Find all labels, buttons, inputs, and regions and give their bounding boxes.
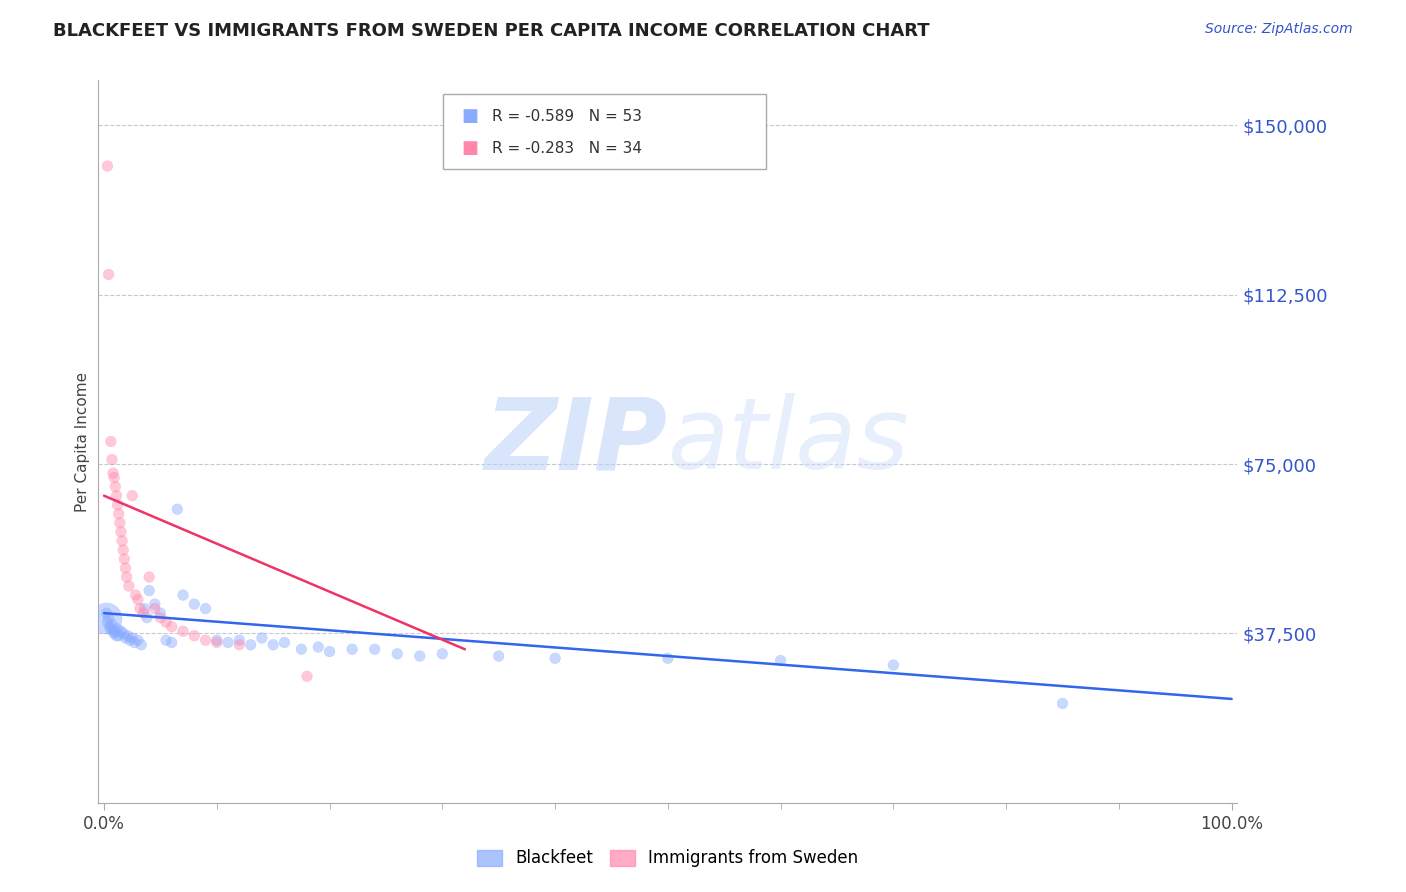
Point — [172, 624, 194, 639]
Point — [1052, 697, 1074, 711]
Point — [138, 570, 160, 584]
Point — [262, 638, 284, 652]
Point — [96, 610, 118, 624]
Point — [657, 651, 679, 665]
Point — [307, 640, 329, 654]
Point — [882, 658, 904, 673]
Point — [166, 502, 188, 516]
Point — [769, 654, 792, 668]
Point — [112, 626, 135, 640]
Point — [127, 592, 149, 607]
Point — [96, 615, 118, 630]
Point — [111, 533, 134, 548]
Point — [118, 579, 141, 593]
Point — [387, 647, 409, 661]
Point — [273, 635, 295, 649]
Point — [134, 601, 156, 615]
Point — [318, 644, 340, 658]
Point — [100, 622, 122, 636]
Point — [205, 635, 228, 649]
Point — [250, 631, 273, 645]
Point — [112, 552, 135, 566]
Point — [138, 583, 160, 598]
Point — [107, 498, 129, 512]
Point — [160, 635, 183, 649]
Point — [105, 629, 128, 643]
Point — [101, 452, 124, 467]
Point — [228, 638, 250, 652]
Point — [101, 617, 124, 632]
Point — [110, 524, 132, 539]
Point — [183, 597, 205, 611]
Point — [155, 615, 177, 630]
Point — [105, 489, 128, 503]
Point — [217, 635, 239, 649]
Point — [100, 434, 122, 449]
Point — [114, 561, 136, 575]
Text: ZIP: ZIP — [485, 393, 668, 490]
Point — [97, 610, 120, 624]
Text: Source: ZipAtlas.com: Source: ZipAtlas.com — [1205, 22, 1353, 37]
Point — [194, 633, 217, 648]
Point — [290, 642, 312, 657]
Point — [117, 629, 139, 643]
Point — [409, 648, 432, 663]
Point — [340, 642, 363, 657]
Point — [103, 626, 125, 640]
Point — [295, 669, 318, 683]
Legend: Blackfeet, Immigrants from Sweden: Blackfeet, Immigrants from Sweden — [471, 843, 865, 874]
Point — [107, 622, 129, 636]
Point — [96, 159, 118, 173]
Point — [127, 633, 149, 648]
Point — [107, 629, 129, 643]
Point — [143, 601, 166, 615]
Point — [101, 624, 124, 639]
Point — [96, 606, 118, 620]
Point — [149, 606, 172, 620]
Text: ■: ■ — [461, 139, 478, 157]
Point — [118, 633, 141, 648]
Point — [104, 624, 127, 639]
Point — [115, 570, 138, 584]
Point — [143, 597, 166, 611]
Point — [172, 588, 194, 602]
Point — [129, 638, 152, 652]
Text: atlas: atlas — [668, 393, 910, 490]
Point — [194, 601, 217, 615]
Point — [101, 466, 124, 480]
Point — [149, 610, 172, 624]
Text: R = -0.589   N = 53: R = -0.589 N = 53 — [492, 109, 643, 124]
Point — [155, 633, 177, 648]
Point — [228, 633, 250, 648]
Point — [108, 516, 131, 530]
Point — [239, 638, 262, 652]
Point — [107, 507, 129, 521]
Point — [104, 480, 127, 494]
Point — [124, 635, 146, 649]
Point — [544, 651, 567, 665]
Point — [110, 624, 132, 639]
Point — [97, 268, 120, 282]
Point — [432, 647, 454, 661]
Point — [363, 642, 385, 657]
Point — [488, 648, 510, 663]
Y-axis label: Per Capita Income: Per Capita Income — [75, 371, 90, 512]
Point — [121, 489, 143, 503]
Point — [160, 620, 183, 634]
Point — [129, 601, 152, 615]
Point — [183, 629, 205, 643]
Text: ■: ■ — [461, 107, 478, 126]
Point — [103, 470, 125, 484]
Text: BLACKFEET VS IMMIGRANTS FROM SWEDEN PER CAPITA INCOME CORRELATION CHART: BLACKFEET VS IMMIGRANTS FROM SWEDEN PER … — [53, 22, 929, 40]
Point — [135, 610, 157, 624]
Point — [124, 588, 146, 602]
Point — [205, 633, 228, 648]
Text: R = -0.283   N = 34: R = -0.283 N = 34 — [492, 141, 643, 156]
Point — [132, 606, 155, 620]
Point — [114, 631, 136, 645]
Point — [112, 542, 135, 557]
Point — [121, 631, 143, 645]
Point — [98, 620, 121, 634]
